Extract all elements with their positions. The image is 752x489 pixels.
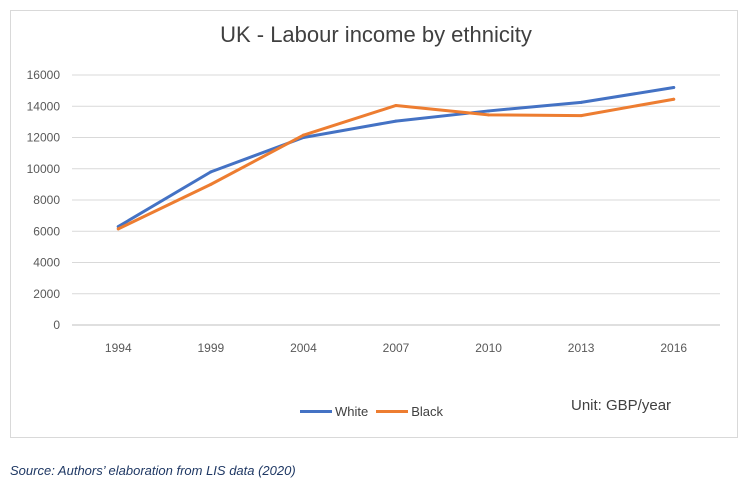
y-tick-label: 6000 (33, 224, 60, 238)
x-tick-label: 2013 (568, 341, 595, 355)
legend-label-black: Black (411, 404, 444, 419)
data-point-black (209, 182, 213, 186)
data-point-white (394, 119, 398, 123)
legend-item-black: Black (376, 404, 443, 419)
y-tick-label: 14000 (27, 99, 61, 113)
gridlines (72, 74, 720, 326)
chart-title: UK - Labour income by ethnicity (220, 22, 532, 47)
legend: White Black (300, 404, 451, 419)
x-tick-label: 2010 (475, 341, 502, 355)
series-line-white (116, 86, 676, 229)
y-tick-label: 8000 (33, 193, 60, 207)
y-tick-label: 4000 (33, 256, 60, 270)
data-point-black (579, 114, 583, 118)
data-point-black (301, 133, 305, 137)
data-point-white (209, 170, 213, 174)
data-point-black (116, 227, 120, 231)
data-point-black (394, 103, 398, 107)
x-axis-ticks: 1994 1999 2004 2007 2010 2013 2016 (105, 341, 687, 355)
y-tick-label: 10000 (27, 162, 61, 176)
series-lines (116, 86, 676, 231)
x-tick-label: 1999 (198, 341, 225, 355)
data-point-white (487, 109, 491, 113)
y-tick-label: 2000 (33, 287, 60, 301)
source-note: Source: Authors’ elaboration from LIS da… (10, 463, 296, 478)
legend-item-white: White (300, 404, 368, 419)
x-tick-label: 2016 (660, 341, 687, 355)
y-tick-label: 16000 (27, 68, 61, 82)
data-point-black (672, 97, 676, 101)
data-point-black (487, 113, 491, 117)
data-point-white (579, 100, 583, 104)
x-tick-label: 2004 (290, 341, 317, 355)
x-tick-label: 2007 (383, 341, 410, 355)
y-tick-label: 0 (53, 318, 60, 332)
x-tick-label: 1994 (105, 341, 132, 355)
legend-swatch-black (376, 410, 409, 413)
legend-label-white: White (335, 404, 369, 419)
legend-swatch-white (300, 410, 332, 413)
unit-label: Unit: GBP/year (571, 397, 672, 414)
series-line-black (116, 97, 676, 231)
y-axis-ticks: 0 2000 4000 6000 8000 10000 12000 14000 16000 (27, 68, 61, 332)
data-point-white (672, 86, 676, 89)
y-tick-label: 12000 (27, 131, 61, 145)
